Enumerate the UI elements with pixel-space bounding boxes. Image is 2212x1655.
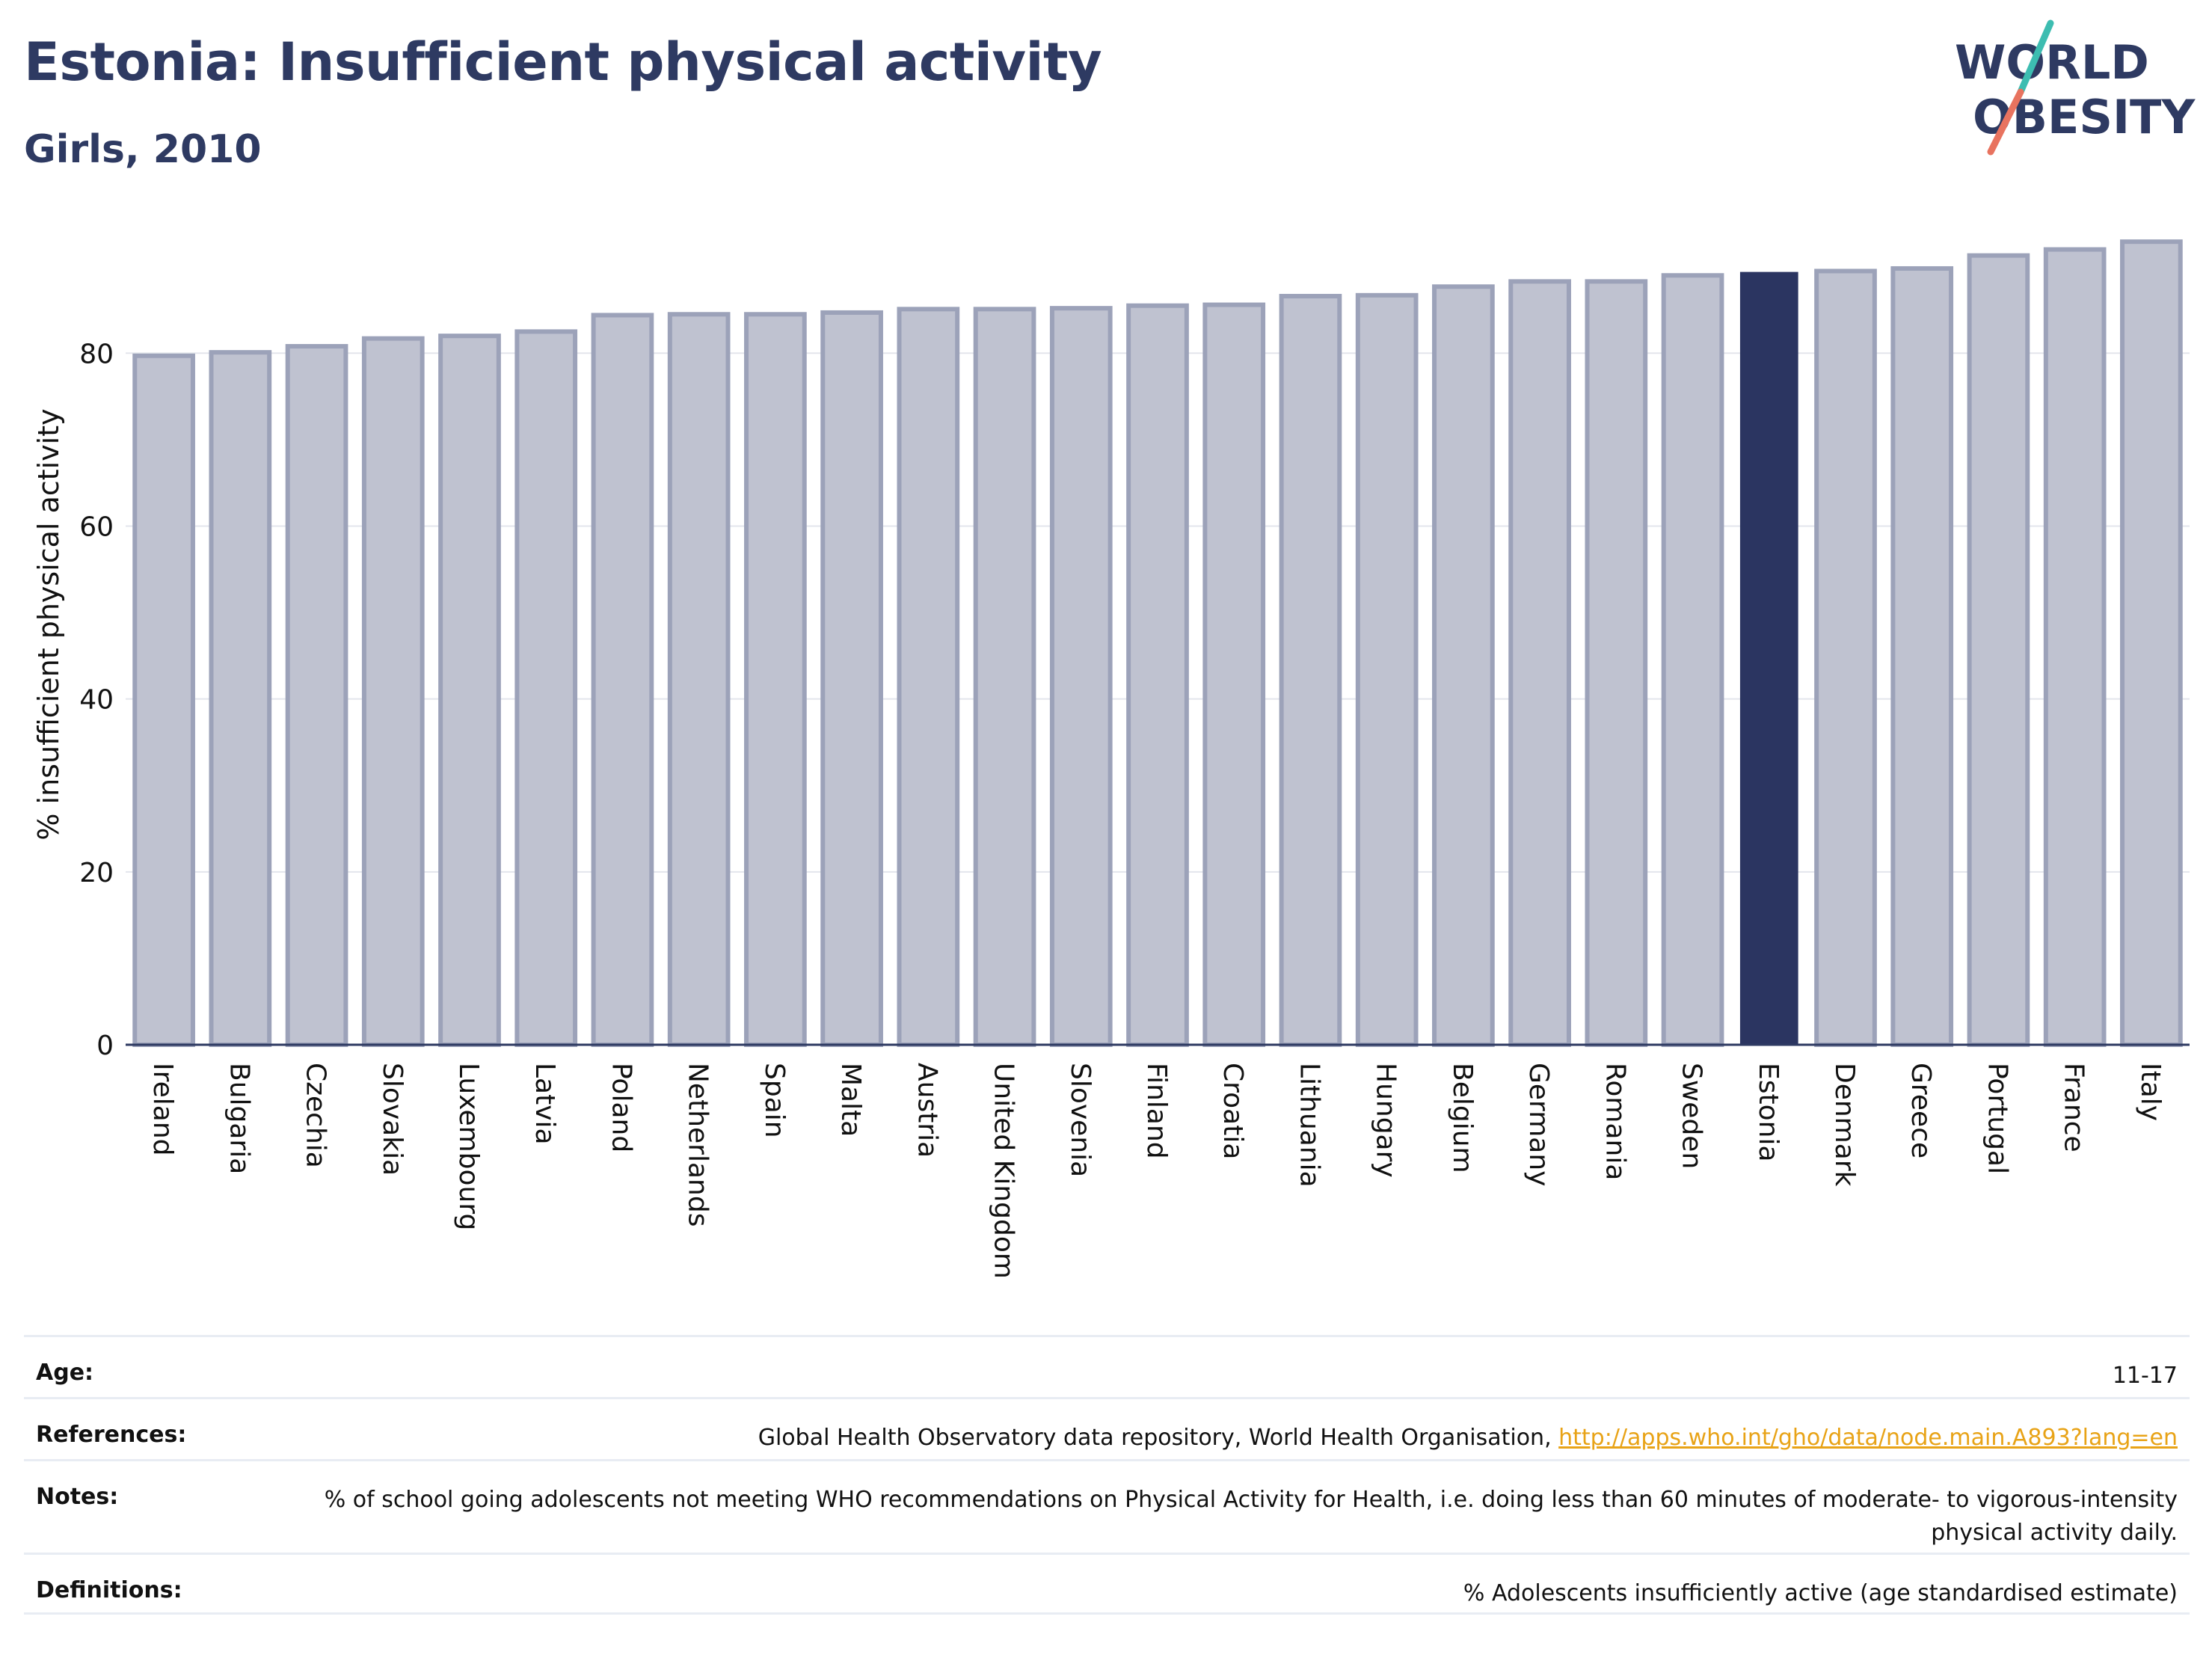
bar-france [2043, 247, 2107, 1048]
definitions-value: % Adolescents insufficiently active (age… [1463, 1580, 2178, 1606]
notes-label: Notes: [36, 1484, 119, 1510]
y-tick-label: 0 [96, 1031, 114, 1061]
bars-layer [132, 239, 2183, 1048]
bar-germany [1508, 279, 1571, 1047]
bar-sweden [1661, 273, 1724, 1047]
x-tick-label: Czechia [301, 1063, 331, 1168]
definitions-label: Definitions: [36, 1577, 182, 1603]
info-row-notes: Notes: % of school going adolescents not… [24, 1459, 2190, 1553]
info-row-references: References: Global Health Observatory da… [24, 1397, 2190, 1459]
references-value: Global Health Observatory data repositor… [336, 1422, 2178, 1455]
bar-portugal [1967, 253, 2030, 1048]
x-tick-label: Denmark [1829, 1063, 1860, 1187]
y-tick-label: 20 [79, 858, 114, 888]
info-table: Age: 11-17 References: Global Health Obs… [24, 1335, 2190, 1615]
logo-line-1: WORLD [1955, 35, 2149, 90]
x-tick-label: Lithuania [1294, 1063, 1324, 1188]
y-axis-label: % insufficient physical activity [32, 408, 65, 840]
chart-subtitle: Girls, 2010 [24, 127, 262, 172]
bar-united-kingdom [973, 307, 1036, 1047]
x-tick-label: Greece [1905, 1063, 1936, 1158]
bar-croatia [1202, 302, 1266, 1047]
info-row-definitions: Definitions: % Adolescents insufficientl… [24, 1553, 2190, 1615]
x-tick-label: Belgium [1447, 1063, 1478, 1173]
logo-slash-teal [2017, 19, 2054, 96]
bar-latvia [514, 329, 578, 1047]
bar-netherlands [667, 312, 731, 1047]
bar-denmark [1814, 268, 1877, 1047]
bar-lithuania [1279, 293, 1342, 1047]
bar-greece [1890, 265, 1954, 1047]
bar-slovenia [1049, 306, 1113, 1047]
y-tick-label: 60 [79, 512, 114, 542]
x-tick-label: Hungary [1371, 1063, 1401, 1178]
bar-ireland [132, 353, 195, 1047]
x-tick-label: Austria [912, 1063, 942, 1158]
references-label: References: [36, 1422, 187, 1448]
bar-luxembourg [438, 334, 501, 1048]
x-tick-label: Germany [1523, 1063, 1554, 1186]
bar-belgium [1432, 284, 1495, 1047]
x-tick-label: France [2059, 1063, 2089, 1152]
x-tick-label: Sweden [1677, 1063, 1707, 1169]
bar-highlight-estonia [1739, 271, 1798, 1045]
info-row-age: Age: 11-17 [24, 1335, 2190, 1397]
bar-finland [1126, 303, 1189, 1047]
bar-czechia [285, 344, 348, 1048]
x-tick-label: Malta [835, 1063, 866, 1137]
age-label: Age: [36, 1360, 94, 1386]
x-tick-label: Bulgaria [224, 1063, 254, 1174]
x-tick-label: Ireland [147, 1063, 178, 1156]
references-text: Global Health Observatory data repositor… [758, 1425, 1559, 1451]
x-tick-label: Slovenia [1065, 1063, 1096, 1177]
x-tick-label: Portugal [1982, 1063, 2012, 1174]
logo-slash-coral [1987, 88, 2024, 156]
x-tick-label: Croatia [1217, 1063, 1248, 1159]
x-tick-label: Latvia [529, 1063, 560, 1145]
notes-value: % of school going adolescents not meetin… [324, 1487, 2178, 1546]
bar-chart: 0 20 40 60 80 Ireland Bulgaria Czechia Slovakia L… [32, 239, 2190, 1279]
x-tick-label: Romania [1600, 1063, 1630, 1180]
age-value: 11-17 [2112, 1363, 2178, 1389]
x-tick-label: Poland [606, 1063, 636, 1152]
bar-malta [820, 310, 883, 1047]
bar-austria [897, 307, 960, 1047]
y-tick-label: 80 [79, 339, 114, 369]
x-tick-label: Slovakia [377, 1063, 408, 1176]
x-tick-label: Luxembourg [453, 1063, 484, 1230]
references-link[interactable]: http://apps.who.int/gho/data/node.main.A… [1558, 1425, 2178, 1451]
x-tick-label: Italy [2135, 1063, 2166, 1121]
x-tick-label: Finland [1141, 1063, 1172, 1159]
bar-hungary [1355, 292, 1419, 1047]
x-tick-label: Spain [759, 1063, 790, 1138]
bar-poland [591, 313, 654, 1047]
x-tick-label: Estonia [1753, 1063, 1784, 1162]
bar-slovakia [361, 336, 425, 1047]
y-tick-label: 40 [79, 685, 114, 716]
x-tick-label: Netherlands [683, 1063, 713, 1226]
axis-layer: 0 20 40 60 80 Ireland Bulgaria Czechia Slovakia L… [79, 339, 2190, 1279]
x-tick-label: United Kingdom [989, 1063, 1019, 1279]
bar-romania [1585, 279, 1648, 1047]
bar-spain [744, 312, 807, 1047]
world-obesity-logo: WORLD OBESITY [1955, 19, 2196, 156]
bar-bulgaria [209, 350, 272, 1047]
bar-italy [2120, 239, 2183, 1048]
chart-title: Estonia: Insufficient physical activity [24, 31, 1102, 93]
